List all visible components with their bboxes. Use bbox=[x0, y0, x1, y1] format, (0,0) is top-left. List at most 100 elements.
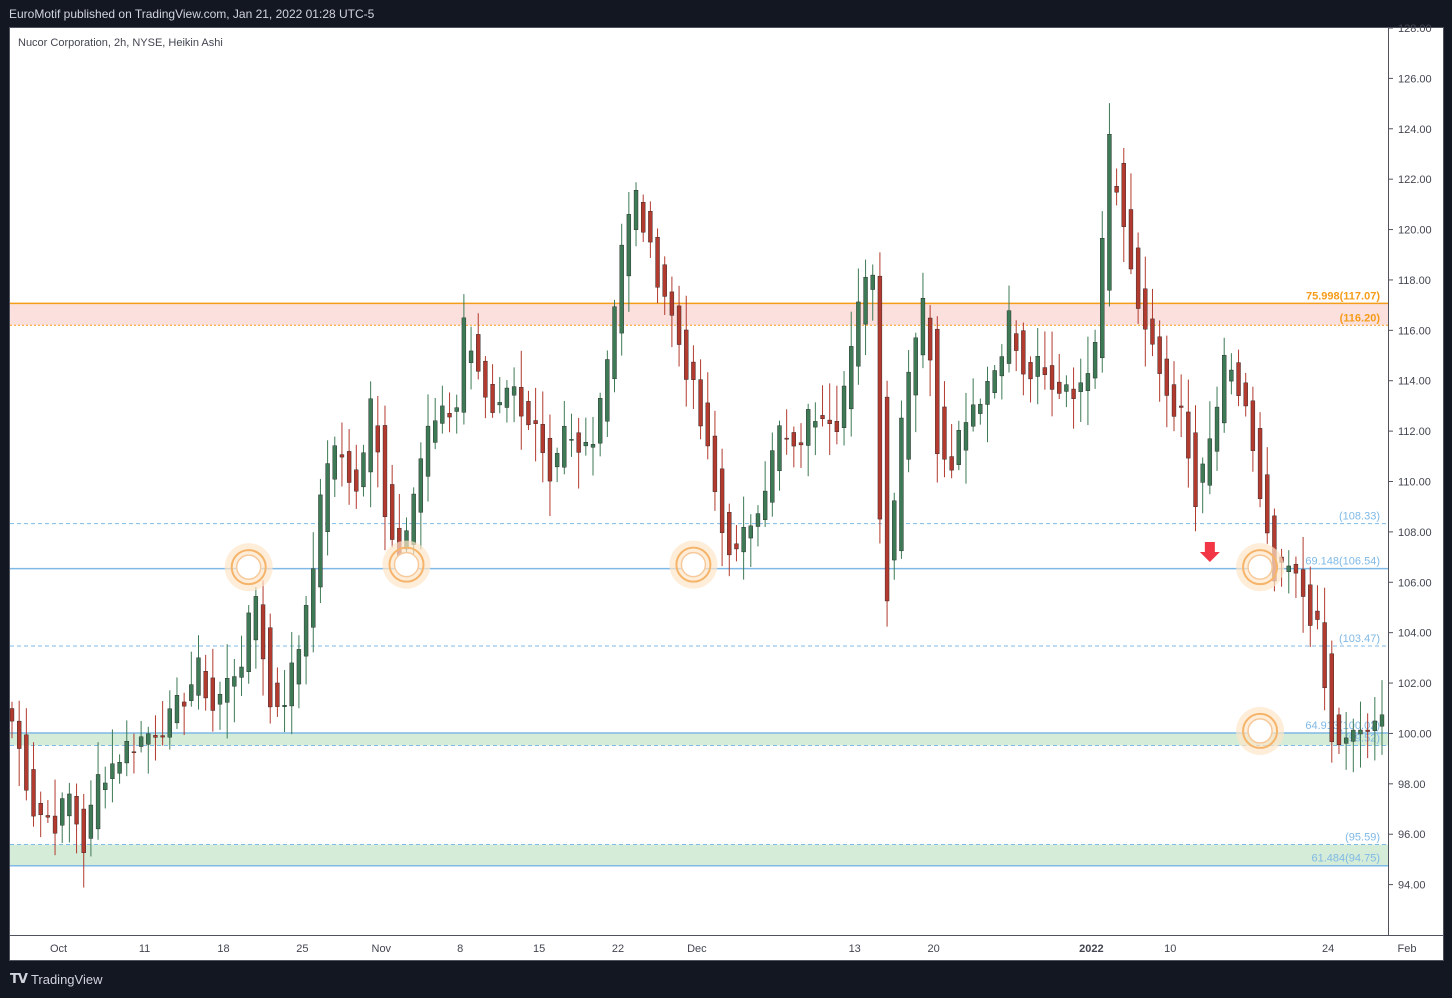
candle-body bbox=[1049, 365, 1055, 390]
price-tick-label: 114.00 bbox=[1398, 376, 1431, 388]
price-tick-label: 100.00 bbox=[1398, 728, 1432, 740]
candle-body bbox=[411, 493, 416, 545]
candle-body bbox=[440, 405, 445, 424]
candle-body bbox=[755, 513, 761, 527]
candle-body bbox=[547, 437, 553, 482]
candle-body bbox=[368, 398, 373, 473]
candle-body bbox=[1028, 362, 1033, 380]
zones-layer bbox=[10, 303, 1388, 866]
candle-body bbox=[856, 301, 861, 367]
candle-body bbox=[1358, 729, 1363, 735]
time-tick-label: 11 bbox=[139, 943, 150, 955]
chart-area[interactable] bbox=[9, 27, 1444, 961]
candle-body bbox=[1200, 463, 1205, 483]
candle-body bbox=[490, 384, 495, 413]
price-tick-label: 112.00 bbox=[1398, 426, 1431, 438]
level-label-1: (116.20) bbox=[1340, 312, 1381, 324]
price-tick-label: 126.00 bbox=[1398, 73, 1432, 85]
candle-body bbox=[1057, 381, 1062, 394]
candle-body bbox=[160, 735, 165, 738]
candle-body bbox=[748, 525, 753, 539]
candle-body bbox=[210, 677, 216, 711]
price-tick-label: 116.00 bbox=[1398, 325, 1431, 337]
candle-body bbox=[741, 527, 746, 553]
price-tick-label: 104.00 bbox=[1398, 628, 1432, 640]
candle-body bbox=[268, 627, 273, 708]
price-axis[interactable]: 128.00 126.00 124.00 122.00 120.00 118.00 116.… bbox=[1388, 23, 1443, 935]
candle-body bbox=[1265, 474, 1270, 534]
candle-body bbox=[253, 596, 259, 641]
time-tick-label: 8 bbox=[457, 943, 463, 955]
time-axis[interactable]: Oct 11 18 25 Nov 8 15 22 Dec 13 20 2022 10 24 Feb bbox=[10, 935, 1443, 956]
candle-body bbox=[1186, 411, 1191, 459]
candle-body bbox=[425, 425, 431, 477]
time-tick-label: 10 bbox=[1164, 943, 1176, 955]
time-tick-label: Feb bbox=[1398, 943, 1417, 955]
candle-body bbox=[1222, 354, 1227, 424]
candle-body bbox=[562, 425, 567, 468]
candle-body bbox=[1365, 729, 1370, 732]
candle-body bbox=[24, 734, 29, 791]
candle-body bbox=[777, 425, 782, 472]
candle-body bbox=[67, 793, 72, 817]
candle-body bbox=[389, 484, 395, 540]
candle-body bbox=[311, 568, 316, 628]
candle-body bbox=[1336, 714, 1342, 746]
level-label-4: (103.47) bbox=[1339, 633, 1380, 645]
time-tick-label: 20 bbox=[927, 943, 939, 955]
candle-body bbox=[641, 202, 646, 233]
time-tick-label: Nov bbox=[372, 943, 392, 955]
candle-body bbox=[497, 402, 502, 406]
tradingview-logo[interactable]: TV TradingView bbox=[10, 966, 102, 994]
overlays-layer bbox=[224, 540, 1285, 755]
price-tick-label: 96.00 bbox=[1398, 829, 1426, 841]
candle-body bbox=[1121, 163, 1126, 227]
candle-body bbox=[447, 413, 452, 418]
candle-body bbox=[1135, 247, 1141, 309]
candle-body bbox=[684, 329, 689, 380]
candle-body bbox=[870, 274, 875, 290]
candle-body bbox=[1379, 714, 1385, 727]
candle-body bbox=[31, 769, 36, 817]
candle-body bbox=[1293, 563, 1299, 574]
candle-body bbox=[978, 403, 983, 414]
time-tick-label: Oct bbox=[50, 943, 67, 955]
candle-body bbox=[332, 445, 337, 480]
zone-2 bbox=[10, 844, 1388, 866]
candle-body bbox=[296, 649, 302, 685]
candle-body bbox=[1300, 569, 1306, 597]
candle-body bbox=[346, 451, 352, 483]
candle-body bbox=[698, 379, 703, 427]
candle-body bbox=[597, 398, 603, 444]
time-tick-label: 2022 bbox=[1079, 943, 1103, 955]
candle-body bbox=[920, 297, 926, 356]
price-tick-label: 110.00 bbox=[1398, 477, 1431, 489]
time-tick-label: 13 bbox=[849, 943, 861, 955]
candle-body bbox=[770, 450, 775, 503]
zone-1 bbox=[10, 732, 1388, 746]
levels-layer: 75.998(117.07) (116.20) (108.33) 69.148(106… bbox=[10, 290, 1388, 867]
candle-body bbox=[196, 657, 201, 696]
highlight-circle-inner-4 bbox=[1247, 718, 1273, 744]
candle-body bbox=[985, 381, 990, 405]
price-tick-label: 120.00 bbox=[1398, 225, 1432, 237]
candle-body bbox=[1322, 622, 1327, 689]
candle-body bbox=[38, 803, 43, 816]
candle-body bbox=[1207, 438, 1213, 486]
highlight-circle-inner-1 bbox=[393, 551, 420, 578]
candle-body bbox=[927, 317, 933, 361]
candle-body bbox=[153, 735, 158, 738]
candle-body bbox=[1071, 388, 1076, 399]
candle-body bbox=[361, 452, 366, 488]
candle-body bbox=[1286, 565, 1291, 572]
price-axis-bg bbox=[1389, 28, 1443, 935]
candle-body bbox=[1157, 336, 1162, 374]
candle-body bbox=[239, 666, 244, 678]
candle-body bbox=[1014, 333, 1019, 351]
level-label-8: 61.484(94.75) bbox=[1312, 853, 1381, 865]
candle-body bbox=[52, 815, 58, 834]
candle-body bbox=[1021, 330, 1026, 375]
candle-body bbox=[806, 409, 811, 446]
level-label-7: (95.59) bbox=[1345, 832, 1380, 844]
